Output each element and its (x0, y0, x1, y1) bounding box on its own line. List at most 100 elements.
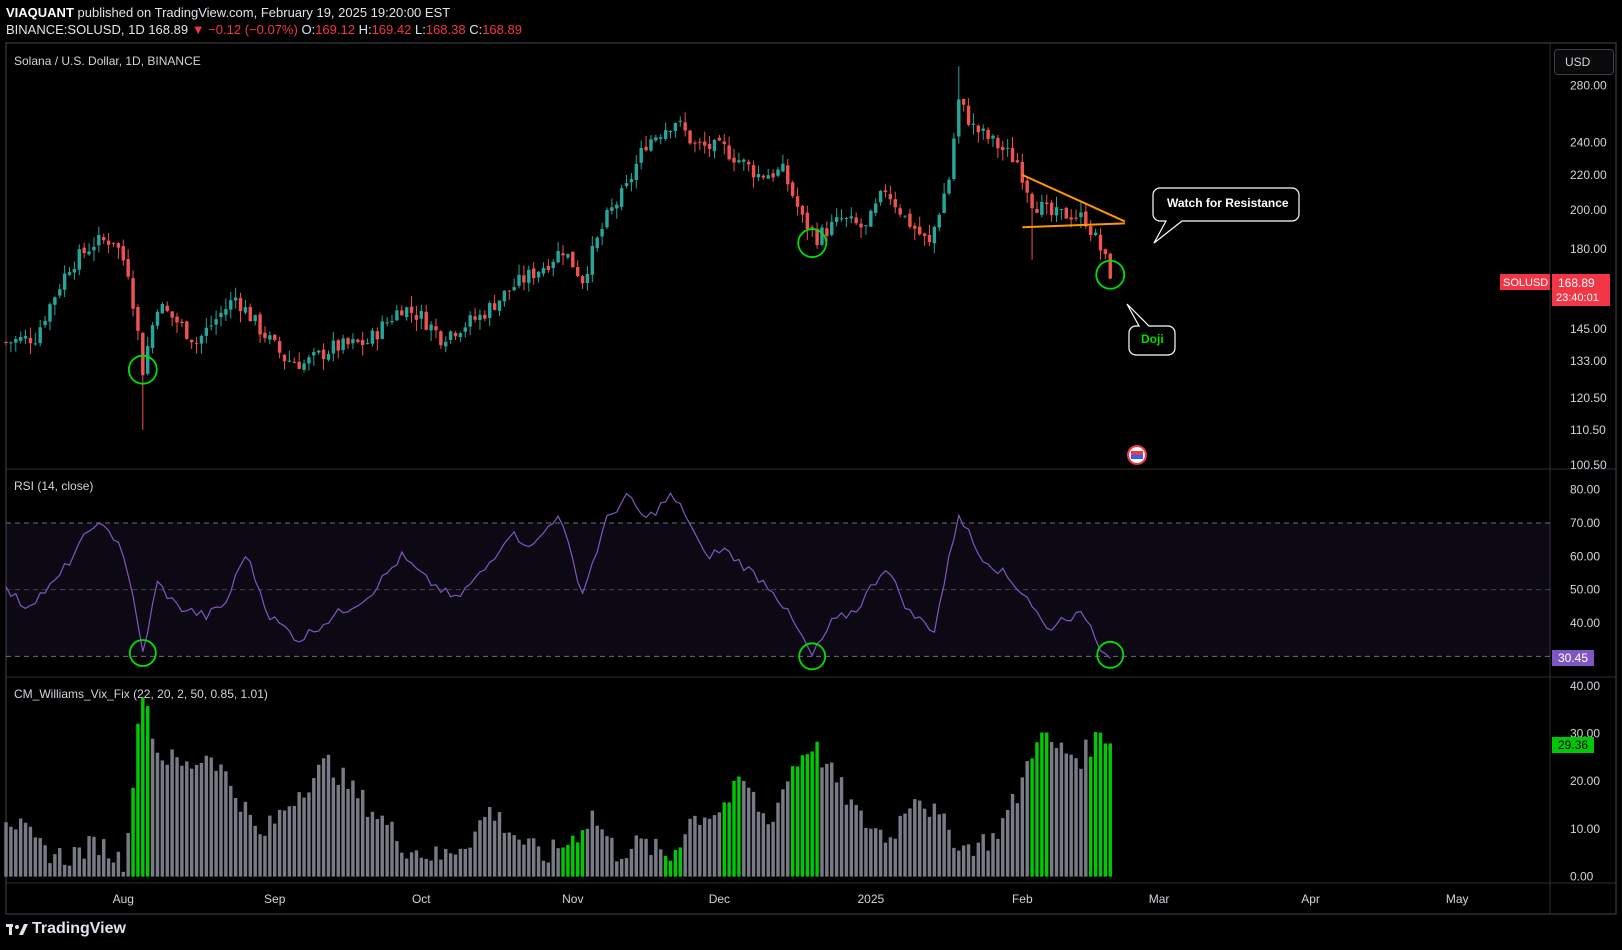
candle[interactable] (145, 346, 150, 374)
candle[interactable] (346, 338, 350, 345)
vix-bar[interactable] (981, 834, 985, 877)
candle[interactable] (639, 148, 643, 163)
candle[interactable] (458, 333, 463, 338)
vix-bar[interactable] (336, 784, 340, 877)
vix-bar[interactable] (859, 810, 863, 877)
vix-bar[interactable] (712, 815, 717, 877)
candle[interactable] (786, 165, 790, 185)
vix-bar[interactable] (864, 827, 868, 877)
candle[interactable] (253, 315, 257, 322)
vix-bar[interactable] (1040, 732, 1044, 877)
vix-bar[interactable] (624, 858, 629, 877)
candle[interactable] (1088, 226, 1093, 236)
candle[interactable] (62, 273, 67, 290)
candle[interactable] (189, 339, 194, 343)
vix-bar[interactable] (165, 764, 169, 877)
candle[interactable] (419, 310, 424, 319)
vix-bar[interactable] (1079, 768, 1083, 877)
candle[interactable] (610, 207, 614, 211)
candle[interactable] (400, 310, 404, 316)
candle[interactable] (18, 336, 23, 341)
vix-bar[interactable] (971, 855, 976, 877)
candle[interactable] (1040, 201, 1044, 215)
candle[interactable] (927, 234, 932, 243)
candle[interactable] (170, 311, 174, 318)
candle[interactable] (864, 225, 868, 227)
candle[interactable] (849, 216, 854, 219)
candle[interactable] (991, 135, 995, 139)
vix-bar[interactable] (92, 836, 96, 877)
candle[interactable] (483, 314, 487, 319)
candle[interactable] (551, 261, 555, 269)
vix-bar[interactable] (121, 871, 125, 877)
candle[interactable] (732, 157, 736, 163)
vix-bar[interactable] (136, 723, 140, 877)
vix-bar[interactable] (219, 764, 223, 877)
vix-bar[interactable] (43, 845, 47, 877)
vix-bar[interactable] (341, 767, 345, 877)
candle[interactable] (194, 342, 199, 344)
candle[interactable] (1108, 253, 1112, 279)
vix-bar[interactable] (1103, 743, 1108, 877)
candle[interactable] (839, 218, 844, 220)
candle[interactable] (854, 217, 858, 224)
vix-bar[interactable] (751, 791, 756, 877)
vix-bar[interactable] (790, 766, 795, 877)
candle[interactable] (986, 129, 990, 140)
vix-bar[interactable] (365, 816, 370, 877)
candle[interactable] (9, 342, 13, 344)
candle[interactable] (1049, 202, 1054, 216)
candle[interactable] (473, 316, 477, 320)
candle[interactable] (1045, 202, 1049, 205)
candle[interactable] (463, 327, 468, 332)
vix-bar[interactable] (263, 835, 267, 877)
vix-bar[interactable] (282, 810, 287, 877)
vix-bar[interactable] (649, 855, 653, 877)
vix-bar[interactable] (1049, 741, 1054, 877)
candle[interactable] (1030, 193, 1034, 209)
vix-bar[interactable] (145, 706, 150, 877)
vix-bar[interactable] (395, 841, 399, 877)
candle[interactable] (439, 331, 443, 346)
vix-bar[interactable] (776, 802, 780, 877)
vix-bar[interactable] (497, 812, 502, 877)
vix-bar[interactable] (991, 833, 995, 877)
candle[interactable] (204, 327, 209, 336)
rsi-circle-marker[interactable] (1096, 640, 1125, 669)
candle[interactable] (292, 361, 296, 363)
candle[interactable] (1015, 160, 1020, 163)
vix-bar[interactable] (189, 768, 194, 877)
candle[interactable] (375, 331, 380, 340)
vix-bar[interactable] (277, 809, 282, 877)
candle[interactable] (878, 190, 883, 203)
vix-bar[interactable] (258, 834, 262, 877)
vix-bar[interactable] (1045, 732, 1049, 877)
candle[interactable] (23, 335, 28, 339)
event-flag-icon[interactable] (1127, 445, 1147, 465)
vix-bar[interactable] (1093, 732, 1098, 877)
candle[interactable] (942, 193, 946, 214)
vix-bar[interactable] (937, 814, 941, 877)
candle[interactable] (595, 237, 599, 249)
vix-bar[interactable] (1088, 756, 1093, 877)
vix-bar[interactable] (170, 749, 174, 877)
candle[interactable] (790, 182, 795, 196)
candle[interactable] (888, 194, 893, 200)
candle[interactable] (947, 179, 951, 194)
candle[interactable] (580, 276, 585, 284)
candle[interactable] (961, 98, 966, 105)
candle[interactable] (761, 175, 766, 178)
candle[interactable] (874, 203, 878, 213)
candle[interactable] (844, 218, 849, 220)
vix-bar[interactable] (175, 757, 179, 877)
vix-bar[interactable] (913, 799, 917, 877)
candle[interactable] (282, 354, 287, 362)
candle[interactable] (263, 332, 267, 339)
candle[interactable] (1079, 212, 1083, 218)
vix-bar[interactable] (224, 771, 228, 877)
candle[interactable] (908, 213, 912, 227)
author-name[interactable]: VIAQUANT (6, 5, 74, 20)
vix-bar[interactable] (111, 862, 116, 877)
vix-bar[interactable] (243, 801, 248, 877)
candle[interactable] (307, 357, 311, 364)
